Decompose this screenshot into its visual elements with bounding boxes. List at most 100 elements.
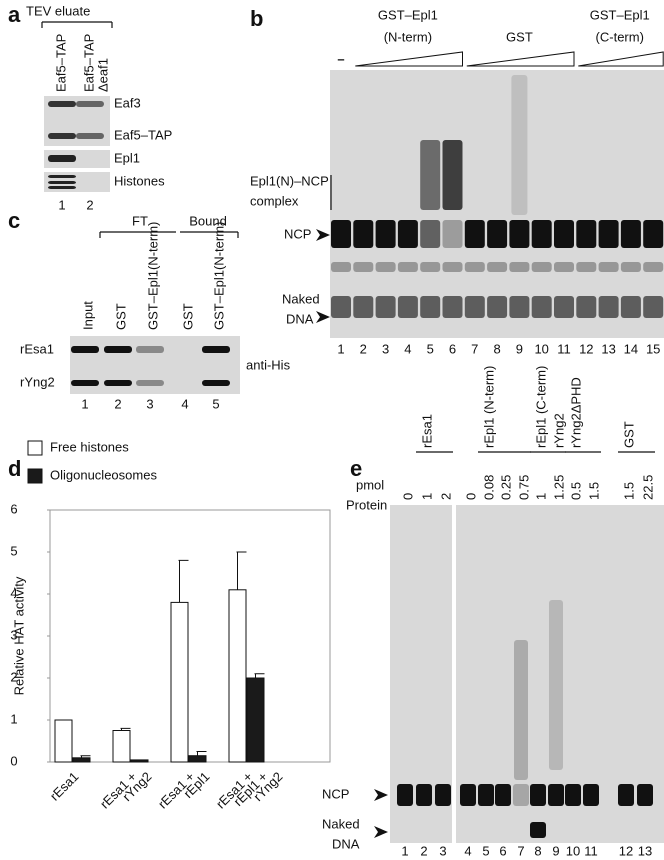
- label: NCP: [322, 786, 349, 801]
- band: [331, 262, 351, 272]
- label: Input: [80, 301, 95, 330]
- label: Protein: [346, 497, 387, 512]
- label: FT: [132, 213, 148, 228]
- band: [48, 155, 76, 162]
- band: [48, 181, 76, 184]
- wedge: [466, 51, 575, 67]
- label: Epl1(N)–NCP: [250, 173, 329, 188]
- band: [464, 296, 485, 318]
- band: [620, 220, 641, 248]
- label: 1.5: [621, 482, 636, 500]
- band: [420, 262, 441, 272]
- label: 1: [337, 341, 344, 356]
- error-bar: [236, 551, 247, 590]
- label: 7: [471, 341, 478, 356]
- y-tick-label: 1: [10, 711, 17, 726]
- label: 0.75: [516, 475, 531, 500]
- error-bar: [196, 751, 207, 756]
- label: rYng2ΔPHD: [568, 377, 583, 448]
- band: [48, 186, 76, 189]
- smear: [511, 75, 528, 215]
- label: 0.5: [568, 482, 583, 500]
- band: [202, 380, 230, 386]
- label: Eaf5–TAP: [114, 127, 172, 142]
- label: 6: [499, 843, 506, 858]
- label: 2: [114, 396, 121, 411]
- bar: [72, 757, 91, 763]
- legend-label: Free histones: [50, 439, 129, 454]
- label: DNA: [332, 836, 360, 851]
- band: [487, 262, 508, 272]
- legend-label: Oligonucleosomes: [50, 467, 157, 482]
- label: DNA: [286, 311, 314, 326]
- label: GST–Epl1: [378, 7, 438, 22]
- label: 0.25: [498, 475, 513, 500]
- label: 14: [624, 341, 638, 356]
- label: rEpl1 (N-term): [481, 366, 496, 448]
- label: 10: [566, 843, 580, 858]
- band: [76, 133, 104, 139]
- band: [375, 220, 396, 248]
- label: 8: [534, 843, 541, 858]
- arrow: [374, 826, 388, 838]
- band: [353, 262, 374, 272]
- label: rEsa1: [20, 341, 54, 356]
- label: GST: [506, 29, 533, 44]
- gel-b: [330, 70, 664, 338]
- error-bar: [120, 727, 131, 731]
- bar: [170, 601, 189, 763]
- label: 9: [552, 843, 559, 858]
- label: 5: [212, 396, 219, 411]
- legend-swatch: [27, 440, 43, 456]
- label: Naked: [322, 816, 360, 831]
- label: 2: [86, 197, 93, 212]
- band: [397, 262, 418, 272]
- label: 13: [601, 341, 615, 356]
- label: b: [250, 6, 263, 31]
- arrow: [374, 789, 388, 801]
- smear: [420, 140, 441, 210]
- label: 1: [533, 493, 548, 500]
- label: 4: [404, 341, 411, 356]
- band: [554, 220, 574, 248]
- band: [531, 296, 552, 318]
- band: [442, 296, 463, 318]
- band: [637, 784, 653, 806]
- band: [71, 346, 99, 353]
- y-tick-label: 5: [10, 543, 17, 558]
- label: e: [350, 456, 362, 481]
- label: GST–Epl1(N-term): [145, 222, 160, 330]
- band: [583, 784, 599, 806]
- band: [71, 380, 99, 386]
- label: GST: [180, 303, 195, 330]
- band: [643, 262, 664, 272]
- wedge: [578, 51, 664, 67]
- label: 12: [619, 843, 633, 858]
- label: rYng2: [20, 374, 55, 389]
- band: [136, 346, 164, 353]
- label: GST–Epl1: [590, 7, 650, 22]
- band: [104, 346, 132, 353]
- band: [416, 784, 432, 806]
- band: [576, 296, 597, 318]
- band: [48, 175, 76, 178]
- y-tick-label: 0: [10, 753, 17, 768]
- label: 9: [516, 341, 523, 356]
- band: [487, 220, 508, 248]
- band: [464, 220, 485, 248]
- error-bar: [178, 559, 189, 603]
- band: [464, 262, 485, 272]
- band: [48, 101, 76, 107]
- label: 12: [579, 341, 593, 356]
- band: [643, 296, 664, 318]
- band: [598, 262, 619, 272]
- band: [548, 784, 564, 806]
- label: 4: [181, 396, 188, 411]
- band: [48, 133, 76, 139]
- arrow: [316, 311, 330, 323]
- label: 1.5: [586, 482, 601, 500]
- band: [487, 296, 508, 318]
- band: [531, 262, 552, 272]
- label: c: [8, 208, 20, 233]
- label: Histones: [114, 173, 165, 188]
